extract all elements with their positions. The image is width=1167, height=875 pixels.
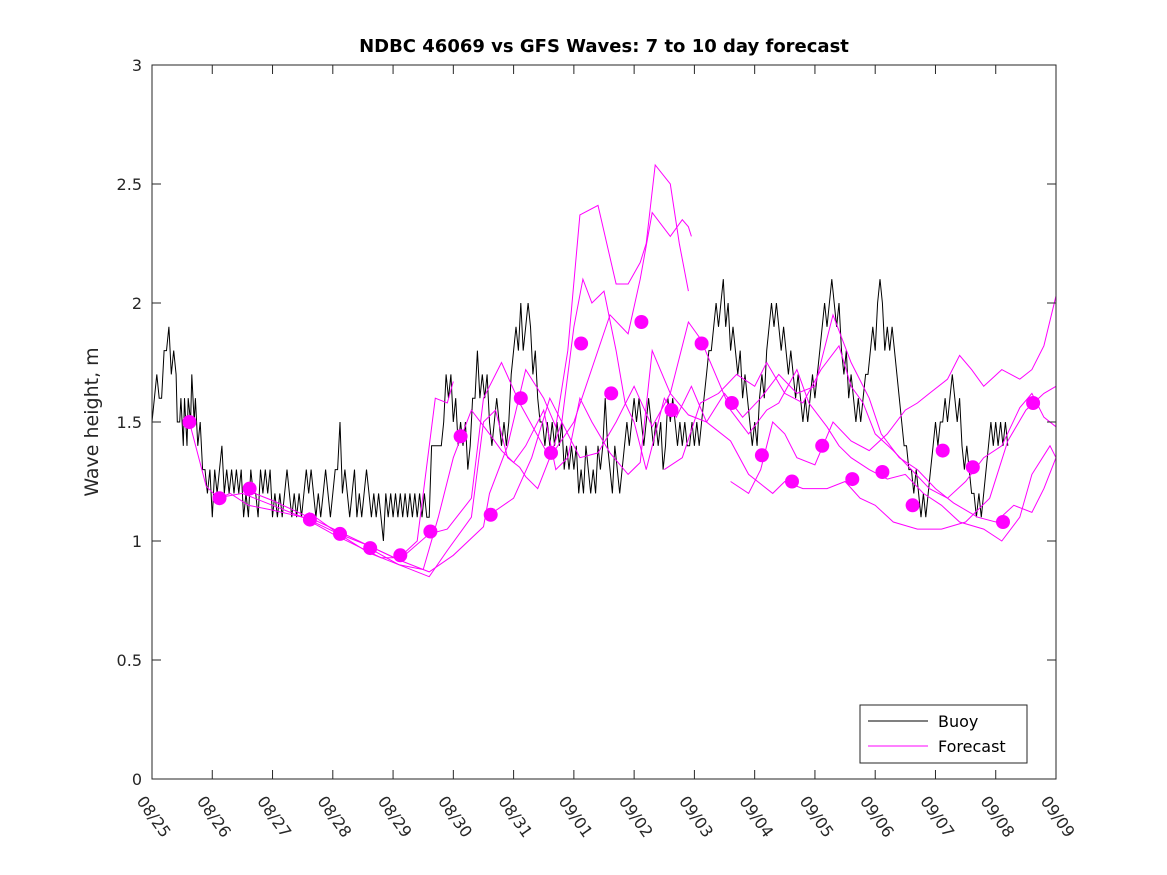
legend-buoy-label: Buoy (938, 712, 978, 731)
forecast-marker (574, 336, 589, 351)
x-tick-label: 08/25 (133, 792, 175, 841)
buoy-line (151, 279, 1009, 542)
legend-forecast-label: Forecast (938, 737, 1006, 756)
forecast-marker (724, 396, 739, 410)
x-tick-label: 08/27 (253, 792, 295, 841)
forecast-marker (604, 386, 619, 401)
legend-box (859, 704, 1028, 764)
x-tick-label: 08/26 (193, 792, 235, 841)
forecast-line-6 (489, 320, 1057, 542)
x-tick-label: 09/04 (735, 792, 777, 841)
forecast-marker (242, 481, 257, 496)
x-tick-label: 08/28 (314, 792, 356, 841)
forecast-line-4 (308, 277, 1057, 578)
y-tick-label: 2.5 (117, 175, 142, 194)
forecast-marker (785, 474, 799, 489)
forecast-marker (544, 445, 558, 460)
x-tick-label: 08/31 (494, 792, 536, 841)
forecast-marker (935, 443, 950, 458)
x-tick-label: 09/05 (796, 792, 838, 841)
forecast-line-8 (730, 295, 1057, 495)
forecast-marker (845, 472, 860, 487)
forecast-marker (875, 465, 890, 479)
forecast-marker (664, 403, 679, 418)
x-tick-label: 09/09 (1037, 792, 1079, 841)
forecast-marker (393, 548, 408, 563)
forecast-marker (513, 391, 528, 406)
y-axis: 0 0.5 1 1.5 2 2.5 3 (117, 56, 1056, 789)
y-tick-label: 0 (132, 770, 142, 789)
forecast-marker (965, 460, 980, 475)
x-tick-label: 09/02 (615, 792, 657, 841)
chart-title: NDBC 46069 vs GFS Waves: 7 to 10 day for… (359, 36, 849, 57)
forecast-marker (483, 507, 498, 522)
y-tick-label: 1 (132, 532, 142, 551)
x-tick-label: 09/08 (976, 792, 1018, 841)
forecast-line-5 (368, 313, 1057, 571)
y-tick-label: 1.5 (117, 413, 142, 432)
forecast-marker (996, 515, 1010, 529)
forecast-marker (302, 512, 317, 527)
forecast-marker (905, 498, 920, 513)
x-tick-label: 09/03 (675, 792, 717, 841)
forecast-marker (694, 336, 709, 351)
x-tick-label: 09/06 (856, 792, 898, 841)
forecast-line-7 (664, 344, 1057, 499)
y-axis-label: Wave height, m (81, 347, 103, 496)
forecast-marker (754, 448, 769, 463)
y-tick-label: 2 (132, 294, 142, 313)
forecast-marker (634, 315, 649, 329)
forecast-marker (423, 524, 438, 539)
forecast-marker (182, 415, 197, 429)
forecast-marker (212, 491, 227, 506)
marker-layer (182, 315, 1041, 563)
y-tick-label: 3 (132, 56, 142, 75)
legend: Buoy Forecast (859, 704, 1028, 764)
forecast-marker (815, 438, 830, 453)
forecast-marker (363, 541, 378, 556)
x-tick-label: 08/29 (374, 792, 416, 841)
x-tick-label: 09/07 (916, 792, 958, 841)
forecast-marker (333, 526, 347, 541)
x-tick-label: 09/01 (555, 792, 597, 841)
x-tick-label: 08/30 (434, 792, 476, 841)
forecast-marker (1026, 396, 1041, 410)
forecast-marker (453, 429, 468, 444)
y-tick-label: 0.5 (117, 651, 142, 670)
